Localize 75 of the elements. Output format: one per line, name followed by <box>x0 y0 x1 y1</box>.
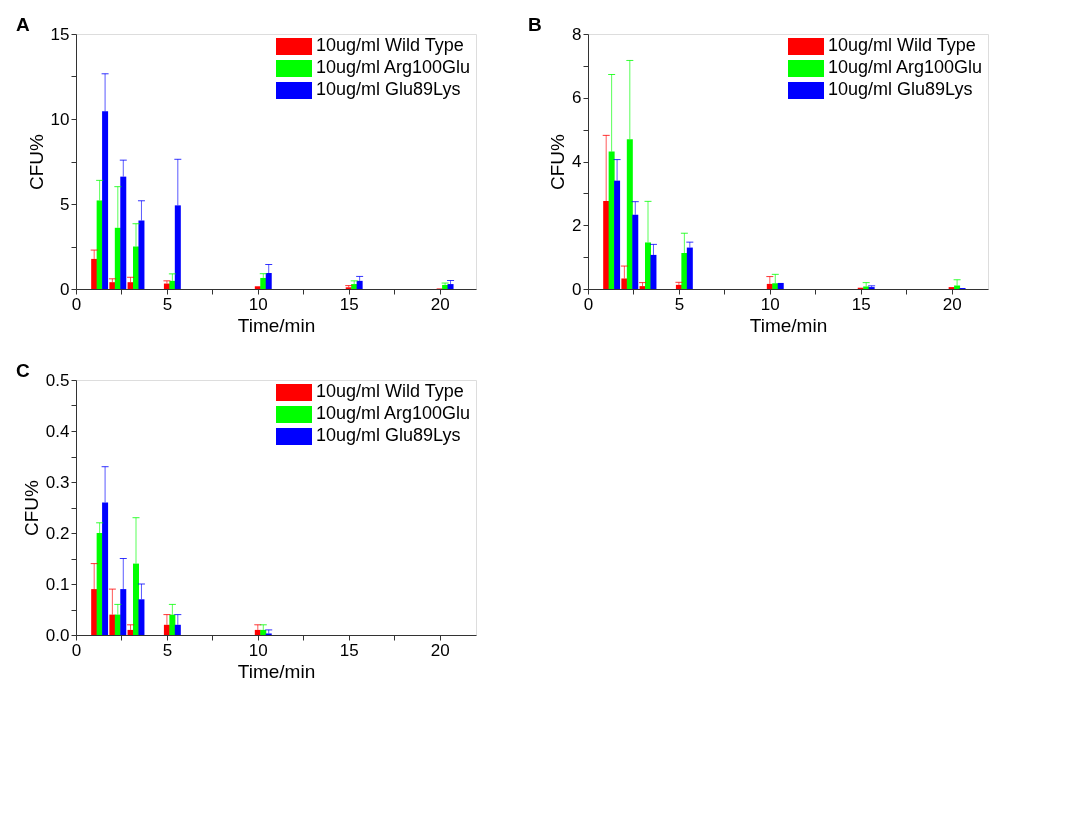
bar <box>169 614 176 635</box>
x-tick-label: 20 <box>430 640 450 660</box>
x-axis-title: Time/min <box>749 314 828 336</box>
x-axis-title: Time/min <box>237 660 316 682</box>
bar <box>174 624 181 635</box>
bar <box>772 283 779 289</box>
legend-label: 10ug/ml Arg100Glu <box>316 403 471 423</box>
bar <box>109 614 116 635</box>
y-tick-label: 0 <box>572 279 582 299</box>
y-tick-label: 4 <box>572 152 582 171</box>
chart-title: A <box>16 14 30 35</box>
legend-label: 10ug/ml Glu89Lys <box>828 79 973 99</box>
x-tick-label: 10 <box>760 294 780 314</box>
bar <box>650 254 657 289</box>
bar <box>603 201 610 289</box>
x-tick-label: 5 <box>674 294 685 314</box>
legend-label: 10ug/ml Wild Type <box>316 35 464 55</box>
bar <box>356 280 363 289</box>
x-tick-label: 15 <box>339 294 359 314</box>
y-tick-label: 2 <box>572 215 582 235</box>
bar <box>91 589 98 635</box>
y-tick-label: 0.1 <box>45 574 70 594</box>
x-tick-label: 10 <box>248 640 268 660</box>
y-tick-label: 6 <box>572 88 582 108</box>
legend-label: 10ug/ml Arg100Glu <box>828 57 983 77</box>
bar <box>621 278 628 289</box>
y-tick-label: 0.2 <box>45 523 70 543</box>
bar <box>120 589 127 635</box>
bar <box>777 282 784 289</box>
y-tick-label: 0.4 <box>45 421 70 441</box>
bar <box>138 599 145 635</box>
y-tick-label: 0.3 <box>45 472 70 492</box>
bar <box>133 563 139 635</box>
y-tick-label: 0.0 <box>45 625 70 645</box>
y-axis-title: CFU% <box>20 479 42 536</box>
x-tick-label: 15 <box>851 294 871 314</box>
x-axis-title: Time/min <box>237 314 316 336</box>
x-tick-label: 20 <box>430 294 450 314</box>
y-tick-label: 0.5 <box>45 370 70 390</box>
legend-label: 10ug/ml Arg100Glu <box>316 57 471 77</box>
bar <box>138 220 145 289</box>
y-tick-label: 0 <box>60 279 70 299</box>
bar <box>265 273 272 289</box>
x-tick-label: 20 <box>942 294 962 314</box>
bar <box>686 247 693 289</box>
bar <box>169 280 176 289</box>
bar <box>626 139 633 289</box>
x-tick-label: 5 <box>162 640 173 660</box>
bar <box>102 502 109 635</box>
y-axis-title: CFU% <box>25 133 47 190</box>
y-tick-label: 8 <box>572 24 582 44</box>
bar <box>954 285 961 289</box>
legend-label: 10ug/ml Wild Type <box>316 381 464 401</box>
bar <box>632 214 639 289</box>
bar <box>260 629 267 635</box>
legend-label: 10ug/ml Glu89Lys <box>316 425 461 445</box>
bar <box>120 176 127 289</box>
bar <box>447 284 454 289</box>
legend-label: 10ug/ml Wild Type <box>828 35 976 55</box>
bar <box>174 205 181 289</box>
bar <box>681 252 688 289</box>
x-tick-label: 15 <box>339 640 359 660</box>
legend-label: 10ug/ml Glu89Lys <box>316 79 461 99</box>
bar <box>254 286 261 289</box>
x-tick-label: 5 <box>162 294 173 314</box>
bar <box>102 111 109 289</box>
y-tick-label: 10 <box>50 109 70 129</box>
x-tick-label: 10 <box>248 294 268 314</box>
chart-title: B <box>528 14 542 35</box>
y-tick-label: 15 <box>50 24 70 44</box>
bar <box>91 258 98 289</box>
chart-title: C <box>16 360 30 381</box>
bar <box>614 180 621 289</box>
y-axis-title: CFU% <box>547 133 569 190</box>
y-tick-label: 5 <box>60 194 70 214</box>
